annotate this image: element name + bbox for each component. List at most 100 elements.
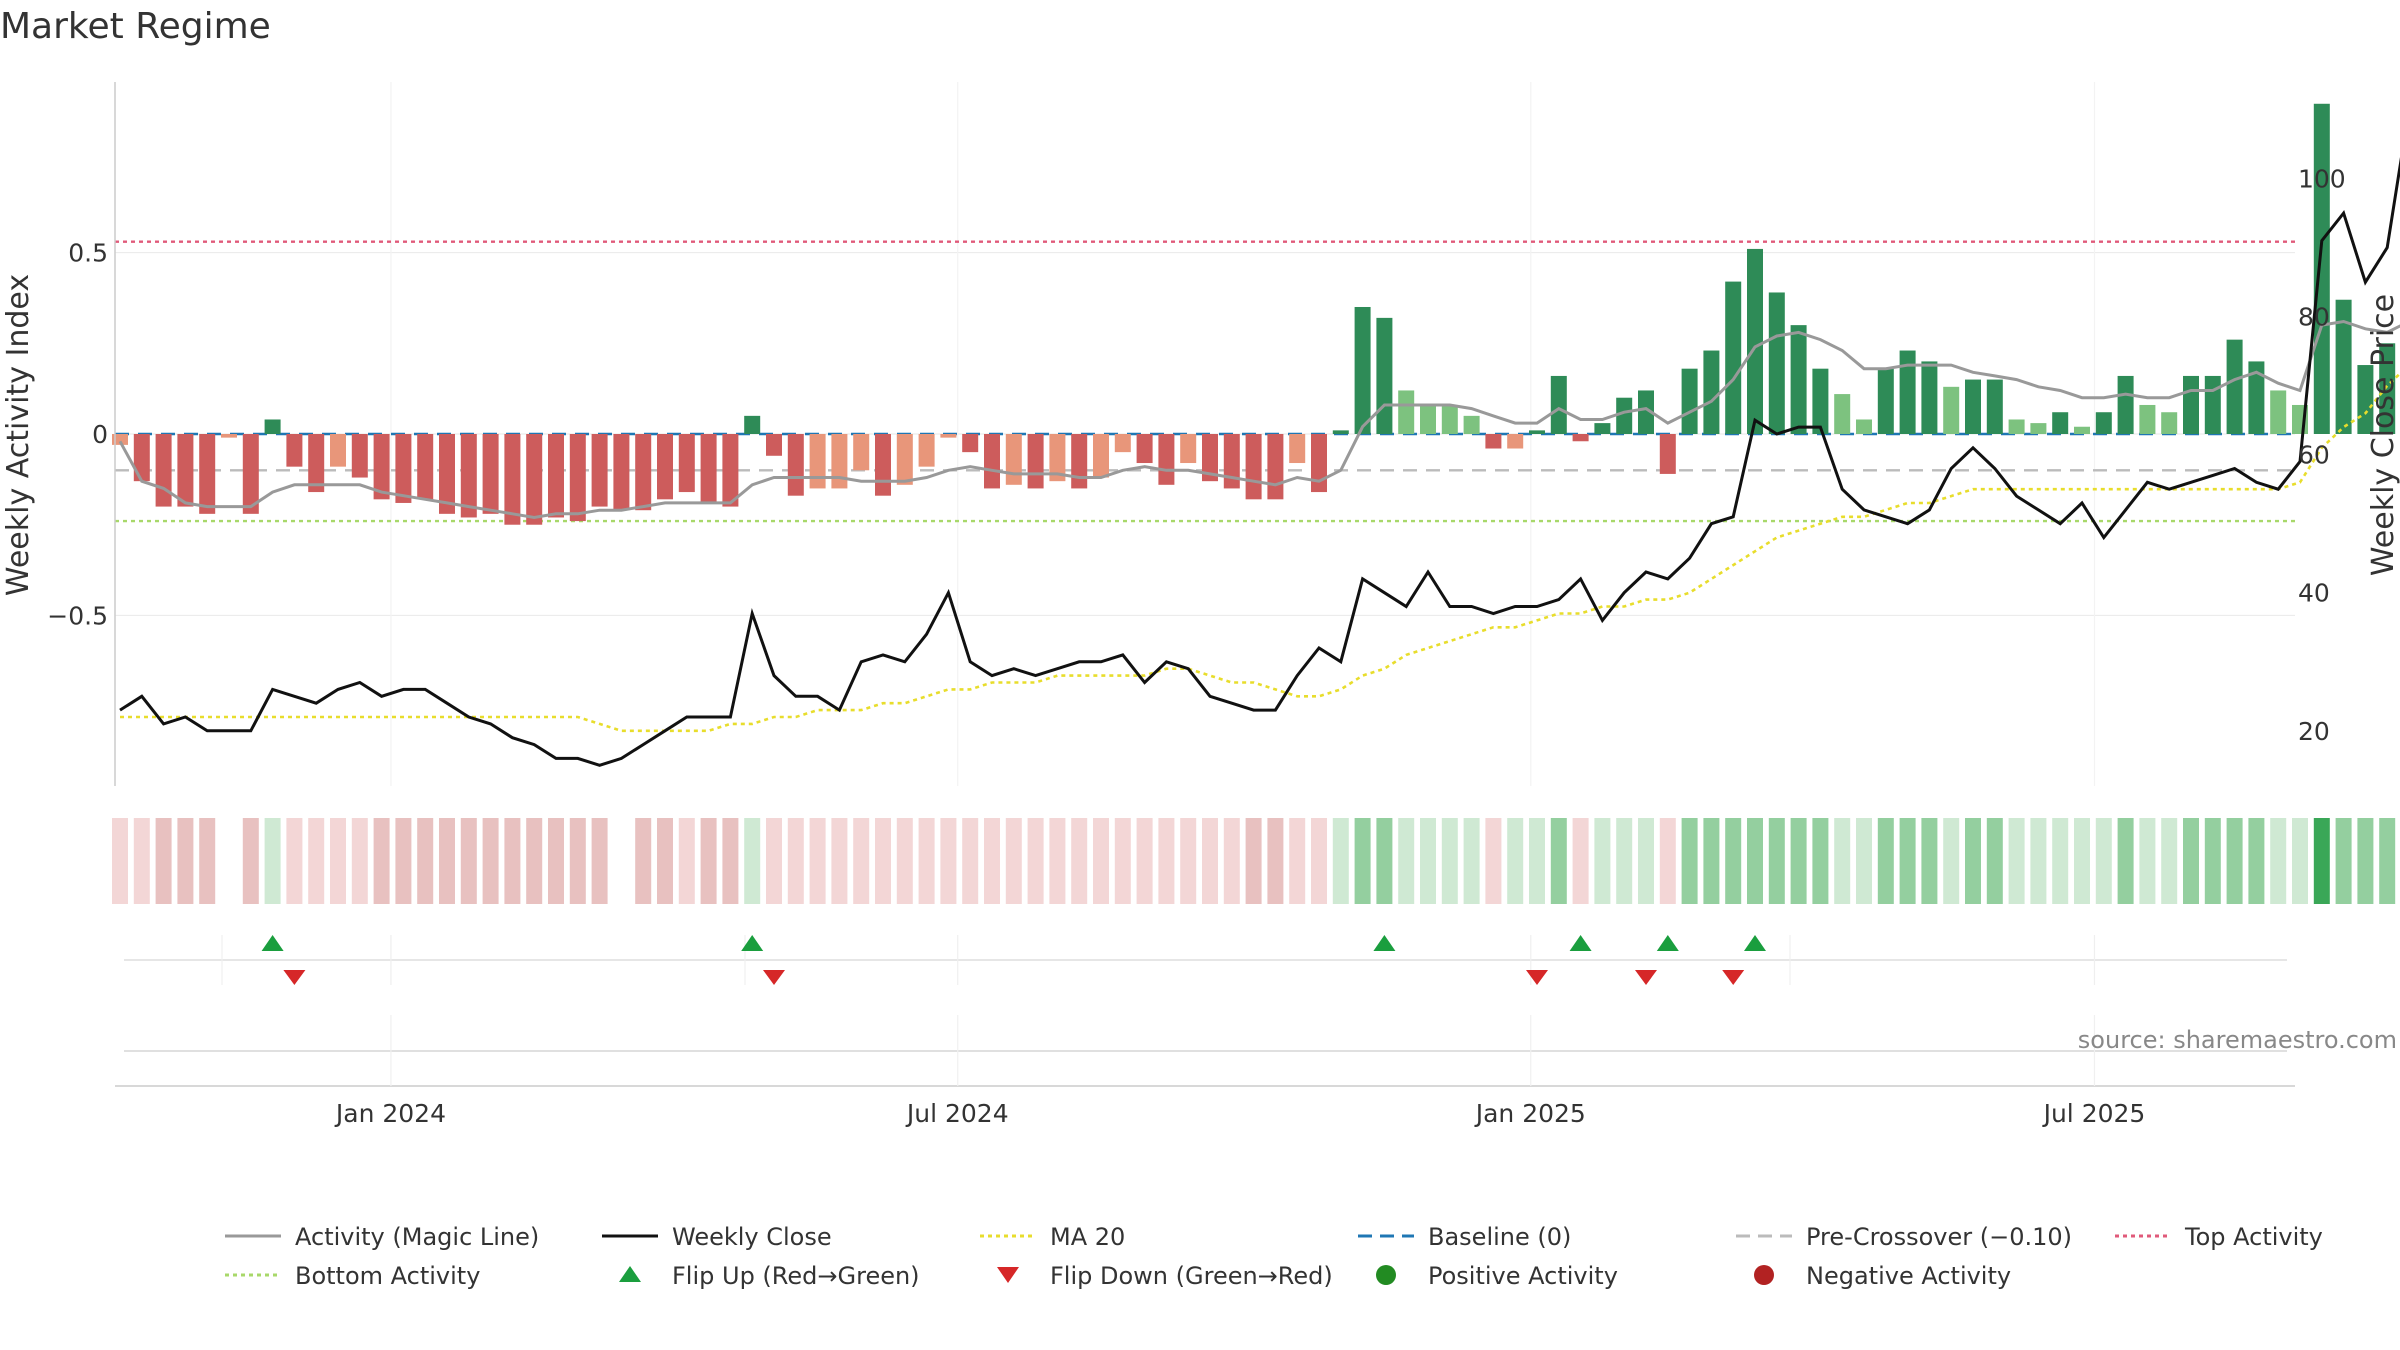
regime-cell <box>1877 818 1894 904</box>
regime-cell <box>1332 818 1349 904</box>
regime-cell <box>1986 818 2003 904</box>
weekly-close-line <box>119 156 2400 767</box>
legend-swatch <box>1754 1265 1774 1285</box>
regime-cell <box>1223 818 1240 904</box>
activity-bar <box>2313 103 2330 434</box>
activity-bar <box>1180 434 1197 464</box>
activity-bar <box>1267 434 1284 500</box>
regime-cell <box>2008 818 2025 904</box>
regime-cell <box>2226 818 2243 904</box>
flip-up-marker <box>261 935 284 951</box>
activity-bar <box>984 434 1000 489</box>
activity-bar <box>722 434 739 507</box>
x-tick-label: Jan 2024 <box>334 1099 446 1128</box>
regime-cell <box>1202 818 1218 904</box>
activity-bar <box>1485 434 1502 449</box>
y-tick-label: −0.5 <box>47 601 108 630</box>
regime-cell <box>1638 818 1654 904</box>
x-ticks: Jan 2024 Jul 2024 Jan 2025 Jul 2025 <box>334 1099 2145 1128</box>
activity-bar <box>2161 412 2178 434</box>
regime-cell <box>722 818 739 904</box>
regime-cell <box>1681 818 1698 904</box>
regime-cell <box>264 818 281 904</box>
regime-cell <box>1398 818 1415 904</box>
y-tick-label: 0 <box>92 420 108 449</box>
activity-bar <box>2030 423 2047 434</box>
activity-bar <box>591 434 608 507</box>
regime-cell <box>373 818 390 904</box>
regime-cell <box>1114 818 1131 904</box>
legend-label: Top Activity <box>2184 1223 2323 1251</box>
activity-bar <box>635 434 652 511</box>
activity-bars <box>112 103 2396 525</box>
activity-bar <box>1986 379 2003 434</box>
activity-bar <box>1638 390 1654 434</box>
regime-cell <box>984 818 1000 904</box>
regime-cell <box>2204 818 2221 904</box>
regime-cell <box>1376 818 1393 904</box>
legend-label: Negative Activity <box>1806 1262 2011 1290</box>
activity-bar <box>1005 434 1022 485</box>
regime-cell <box>1158 818 1175 904</box>
activity-bar <box>1093 434 1109 478</box>
activity-bar <box>1856 419 1872 434</box>
regime-cell <box>482 818 499 904</box>
legend-label: Weekly Close <box>672 1223 832 1251</box>
regime-cell <box>896 818 913 904</box>
activity-bar <box>1420 404 1436 434</box>
regime-cell <box>395 818 412 904</box>
legend-label: Pre-Crossover (−0.10) <box>1806 1223 2072 1251</box>
regime-cell <box>1594 818 1611 904</box>
flip-up-marker <box>1569 935 1592 951</box>
activity-bar <box>504 434 521 525</box>
activity-bar <box>1616 397 1633 434</box>
activity-bar <box>1223 434 1240 489</box>
regime-cell <box>1747 818 1763 904</box>
activity-bar <box>1529 430 1545 434</box>
regime-cell <box>1093 818 1109 904</box>
activity-bar <box>1703 350 1720 434</box>
regime-cell <box>504 818 521 904</box>
regime-cell <box>1921 818 1938 904</box>
activity-bar <box>2139 404 2156 434</box>
activity-bar <box>1659 434 1676 474</box>
activity-bar <box>2183 375 2199 434</box>
regime-cell <box>242 818 259 904</box>
activity-bar <box>809 434 826 489</box>
activity-bar <box>1507 434 1524 449</box>
regime-cell <box>657 818 673 904</box>
legend-label: MA 20 <box>1050 1223 1125 1251</box>
activity-bar <box>2379 343 2396 434</box>
regime-cell <box>1485 818 1502 904</box>
activity-bar <box>1834 394 1851 434</box>
regime-cell <box>569 818 586 904</box>
activity-bar <box>1158 434 1175 485</box>
activity-bar <box>1768 292 1785 434</box>
regime-cell <box>417 818 434 904</box>
regime-cell <box>1812 818 1829 904</box>
activity-bar <box>1311 434 1327 493</box>
activity-bar <box>2204 375 2221 434</box>
activity-bar <box>221 434 237 438</box>
legend-label: Bottom Activity <box>295 1262 480 1290</box>
activity-bar <box>133 434 150 482</box>
regime-cell <box>1180 818 1197 904</box>
regime-cell <box>308 818 325 904</box>
flip-down-marker <box>283 970 306 985</box>
regime-cell <box>2379 818 2396 904</box>
activity-bar <box>1747 248 1763 434</box>
legend-label: Activity (Magic Line) <box>295 1223 539 1251</box>
activity-bar <box>613 434 630 511</box>
activity-bar <box>264 419 281 434</box>
regime-cell <box>1049 818 1066 904</box>
regime-cell <box>286 818 303 904</box>
legend-swatch <box>619 1266 641 1282</box>
regime-cell <box>2117 818 2134 904</box>
activity-bar <box>1572 434 1589 442</box>
regime-cell <box>2335 818 2352 904</box>
legend-label: Baseline (0) <box>1428 1223 1571 1251</box>
regime-cell <box>199 818 216 904</box>
regime-cell <box>700 818 717 904</box>
activity-bar <box>199 434 216 514</box>
